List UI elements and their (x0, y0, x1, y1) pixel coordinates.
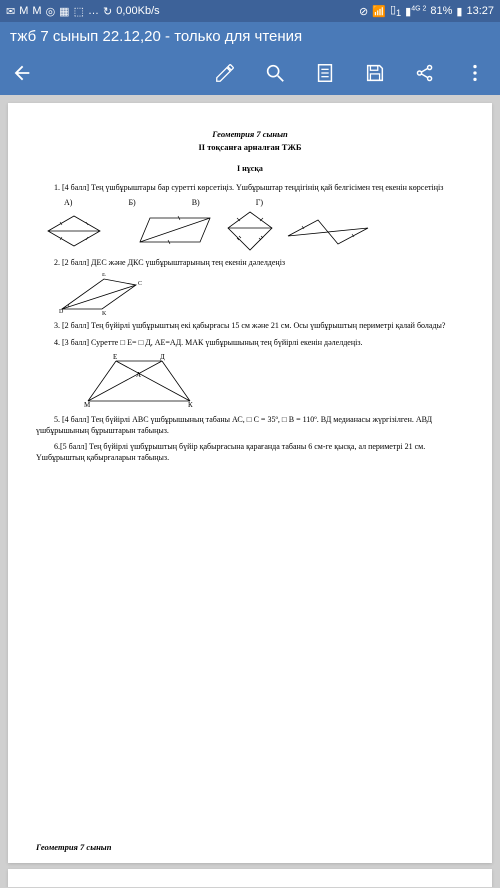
question-5: 5. [4 балл] Тең бүйірлі АВС үшбұрышының … (36, 415, 464, 437)
more-vert-icon (464, 62, 486, 84)
doc-title: Геометрия 7 сынып (36, 129, 464, 140)
status-right: ⊘ 📶 ▯1 ▮4G 2 81% ▮ 13:27 (359, 3, 494, 18)
signal1-icon: ▯1 (390, 3, 401, 18)
view-button[interactable] (300, 51, 350, 95)
choice-a: А) (64, 198, 72, 209)
search-icon (264, 62, 286, 84)
q2-diagram-wrap: D E C K (36, 273, 464, 315)
svg-text:К: К (188, 401, 193, 409)
arrow-left-icon (11, 62, 33, 84)
svg-text:Д: Д (160, 353, 165, 361)
choice-d: Г) (256, 198, 263, 209)
more-notif-icon: … (88, 5, 99, 17)
q2-diagram: D E C K (56, 273, 146, 315)
q1-diagram-b (126, 212, 216, 250)
q1-diagrams (36, 210, 464, 252)
whatsapp-icon: ◎ (46, 5, 56, 18)
email-icon: ✉ (6, 5, 15, 18)
svg-text:А: А (136, 371, 141, 379)
question-4: 4. [3 балл] Суретте □ Е= □ Д, АЕ=АД. МАК… (36, 338, 464, 349)
q1-diagram-d (284, 214, 372, 248)
back-button[interactable] (0, 51, 44, 95)
q1-choice-labels: А) Б) В) Г) (36, 198, 464, 209)
svg-text:E: E (102, 273, 106, 278)
save-icon (364, 62, 386, 84)
document-icon (314, 62, 336, 84)
q4-diagram-wrap: Е Д А М К (36, 353, 464, 409)
question-6: 6.[5 балл] Тең бүйірлі үшбұрыштың бүйір … (36, 442, 464, 464)
page-footer: Геометрия 7 сынып (36, 842, 111, 853)
more-button[interactable] (450, 51, 500, 95)
svg-text:K: K (102, 311, 107, 315)
question-1: 1. [4 балл] Тең үшбұрыштары бар суретті … (36, 183, 464, 194)
q1-diagram-c (222, 210, 278, 252)
pencil-icon (214, 62, 236, 84)
page-1: Геометрия 7 сынып II тоқсанға арналған Т… (8, 103, 492, 863)
sync-icon: ↻ (103, 5, 112, 18)
data-speed: 0,00Kb/s (116, 5, 159, 17)
signal2-icon: ▮4G 2 (405, 5, 426, 18)
search-button[interactable] (250, 51, 300, 95)
save-button[interactable] (350, 51, 400, 95)
gmail-icon: M (19, 5, 28, 17)
wifi-icon: 📶 (372, 5, 386, 18)
doc-subtitle: II тоқсанға арналған ТЖБ (36, 142, 464, 153)
svg-text:C: C (138, 281, 142, 287)
no-wifi-icon: ⊘ (359, 5, 368, 18)
choice-b: Б) (128, 198, 135, 209)
battery-icon: ▮ (456, 5, 462, 18)
clock: 13:27 (466, 5, 494, 17)
question-2: 2. [2 балл] ДЕС және ДКС үшбұрыштарының … (36, 258, 464, 269)
svg-text:Е: Е (113, 353, 117, 361)
document-viewer[interactable]: Геометрия 7 сынып II тоқсанға арналған Т… (0, 95, 500, 887)
edit-button[interactable] (200, 51, 250, 95)
choice-c: В) (192, 198, 200, 209)
question-3: 3. [2 балл] Тең бүйірлі үшбұрыштың екі қ… (36, 321, 464, 332)
q1-diagram-a (44, 212, 120, 250)
share-button[interactable] (400, 51, 450, 95)
share-icon (414, 62, 436, 84)
svg-text:М: М (84, 401, 91, 409)
page2-title: II тоқсанға арналған ТЖБ (36, 885, 464, 887)
svg-text:D: D (59, 309, 64, 315)
document-title: тжб 7 сынып 22.12,20 - только для чтения (0, 22, 500, 51)
page-2: II тоқсанға арналған ТЖБ (8, 869, 492, 887)
status-bar: ✉ M M ◎ ▦ ⬚ … ↻ 0,00Kb/s ⊘ 📶 ▯1 ▮4G 2 81… (0, 0, 500, 22)
gmail2-icon: M (32, 5, 41, 17)
battery-percent: 81% (430, 5, 452, 17)
section-label: I нұсқа (36, 164, 464, 175)
toolbar (0, 51, 500, 95)
app-header: тжб 7 сынып 22.12,20 - только для чтения (0, 22, 500, 95)
q4-diagram: Е Д А М К (80, 353, 200, 409)
app2-icon: ⬚ (74, 5, 84, 18)
status-left: ✉ M M ◎ ▦ ⬚ … ↻ 0,00Kb/s (6, 5, 160, 18)
app1-icon: ▦ (59, 5, 69, 18)
